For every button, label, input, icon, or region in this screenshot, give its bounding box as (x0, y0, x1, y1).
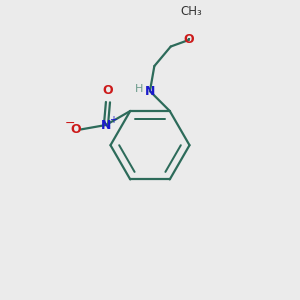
Text: H: H (135, 84, 143, 94)
Text: +: + (109, 116, 117, 125)
Text: N: N (145, 85, 155, 98)
Text: O: O (103, 83, 113, 97)
Text: CH₃: CH₃ (181, 5, 202, 18)
Text: −: − (64, 117, 75, 130)
Text: O: O (70, 123, 81, 136)
Text: N: N (101, 118, 111, 131)
Text: O: O (183, 34, 194, 46)
